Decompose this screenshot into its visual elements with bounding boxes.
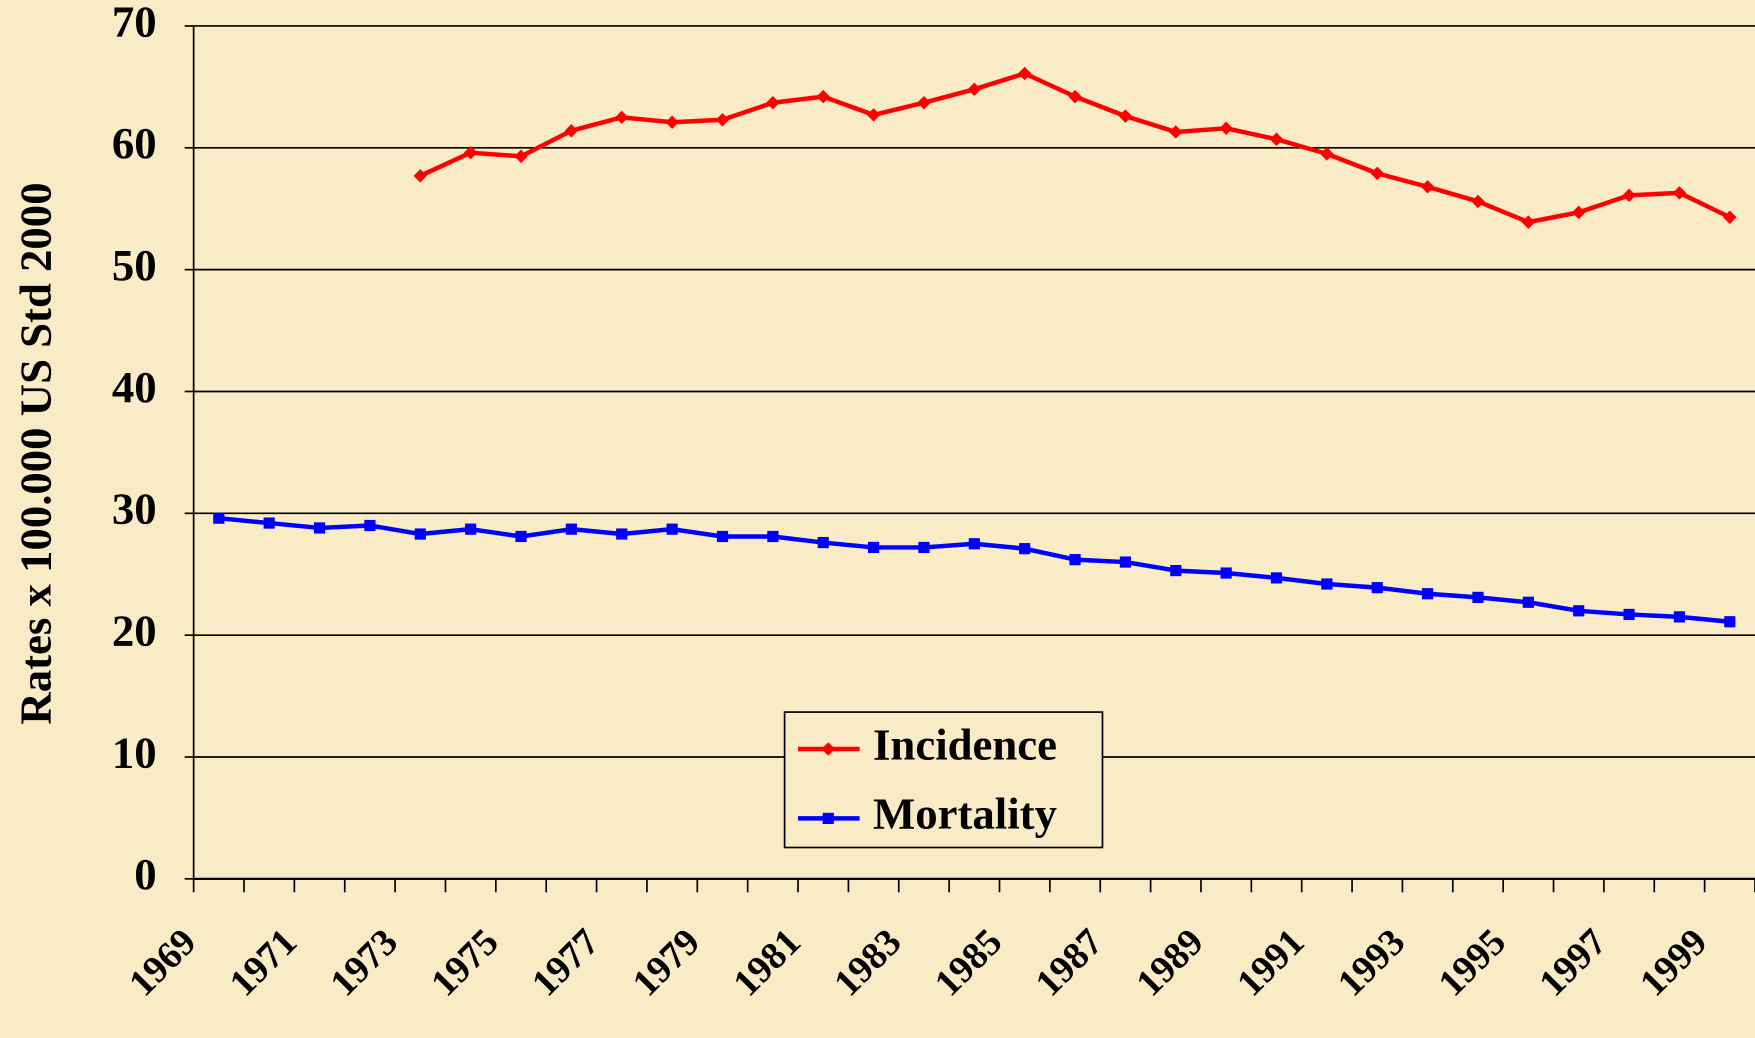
y-tick-label: 70 (112, 0, 157, 46)
y-tick-label: 30 (112, 484, 157, 534)
marker (615, 110, 629, 125)
marker (1724, 616, 1736, 628)
marker (1170, 564, 1182, 577)
x-tick-label: 1989 (1128, 921, 1212, 1005)
marker (917, 96, 931, 110)
marker (967, 82, 982, 97)
marker (665, 115, 679, 129)
marker (1069, 554, 1081, 566)
marker (867, 541, 880, 554)
marker (1622, 188, 1636, 203)
y-tick-label: 50 (112, 240, 157, 290)
marker (1522, 596, 1534, 608)
x-tick-label: 1969 (121, 921, 205, 1005)
x-tick-label: 1975 (423, 921, 507, 1005)
marker (822, 812, 834, 824)
marker (821, 742, 835, 756)
marker (716, 530, 729, 543)
x-tick-label: 1971 (222, 921, 306, 1005)
x-tick-label: 1985 (927, 921, 1011, 1005)
y-tick-label: 60 (112, 118, 157, 168)
marker (1673, 611, 1686, 623)
x-tick-label: 1995 (1431, 921, 1515, 1005)
marker (1118, 109, 1133, 123)
marker (1320, 147, 1334, 161)
marker (1269, 132, 1284, 146)
y-tick-label: 10 (112, 727, 157, 777)
marker (767, 530, 779, 543)
marker (968, 538, 980, 550)
marker (616, 528, 628, 540)
x-tick-label: 1979 (625, 921, 709, 1005)
marker (1572, 205, 1586, 220)
marker (413, 169, 427, 183)
legend: Incidence Mortality (783, 711, 1104, 849)
marker (1017, 66, 1032, 81)
y-tick-label: 40 (112, 362, 157, 412)
marker (1472, 591, 1484, 603)
legend-label: Mortality (873, 789, 1057, 839)
marker (1370, 166, 1384, 181)
marker (1420, 180, 1435, 194)
marker (816, 89, 830, 104)
y-axis-label: Rates x 100.000 US Std 2000 (11, 182, 61, 724)
marker (1068, 89, 1082, 104)
marker (465, 523, 477, 535)
marker (364, 519, 376, 532)
marker (564, 124, 579, 138)
marker (565, 523, 577, 535)
marker (866, 108, 881, 122)
y-tick-label: 0 (134, 849, 156, 899)
x-tick-label: 1981 (725, 921, 809, 1005)
marker (213, 512, 225, 524)
x-tick-label: 1977 (524, 921, 608, 1005)
marker (1422, 588, 1434, 600)
marker (1321, 578, 1333, 590)
marker (1270, 572, 1283, 584)
y-tick-label: 20 (112, 605, 157, 655)
x-tick-label: 1999 (1632, 921, 1716, 1005)
marker (1371, 582, 1383, 594)
marker (463, 145, 478, 160)
series (213, 512, 1736, 628)
marker (1019, 543, 1031, 555)
marker (263, 517, 275, 529)
legend-box (783, 711, 1104, 849)
marker (1471, 194, 1485, 209)
marker (1220, 567, 1232, 579)
marker (1119, 556, 1132, 568)
legend-label: Incidence (873, 719, 1057, 769)
x-tick-label: 1973 (322, 921, 406, 1005)
marker (715, 113, 730, 127)
marker (515, 530, 527, 543)
marker (1573, 605, 1585, 617)
marker (313, 522, 326, 534)
marker (918, 541, 930, 554)
x-tick-label: 1997 (1531, 921, 1615, 1005)
series-line (218, 515, 1731, 624)
marker (1169, 125, 1183, 139)
x-tick-label: 1991 (1229, 921, 1313, 1005)
x-tick-label: 1993 (1330, 921, 1414, 1005)
x-tick-label: 1983 (826, 921, 910, 1005)
marker (1219, 121, 1233, 136)
marker (666, 523, 678, 535)
marker (414, 528, 426, 540)
marker (817, 536, 829, 549)
marker (1521, 215, 1536, 229)
marker (1623, 608, 1635, 621)
x-tick-label: 1987 (1028, 921, 1112, 1005)
marker (766, 96, 780, 110)
